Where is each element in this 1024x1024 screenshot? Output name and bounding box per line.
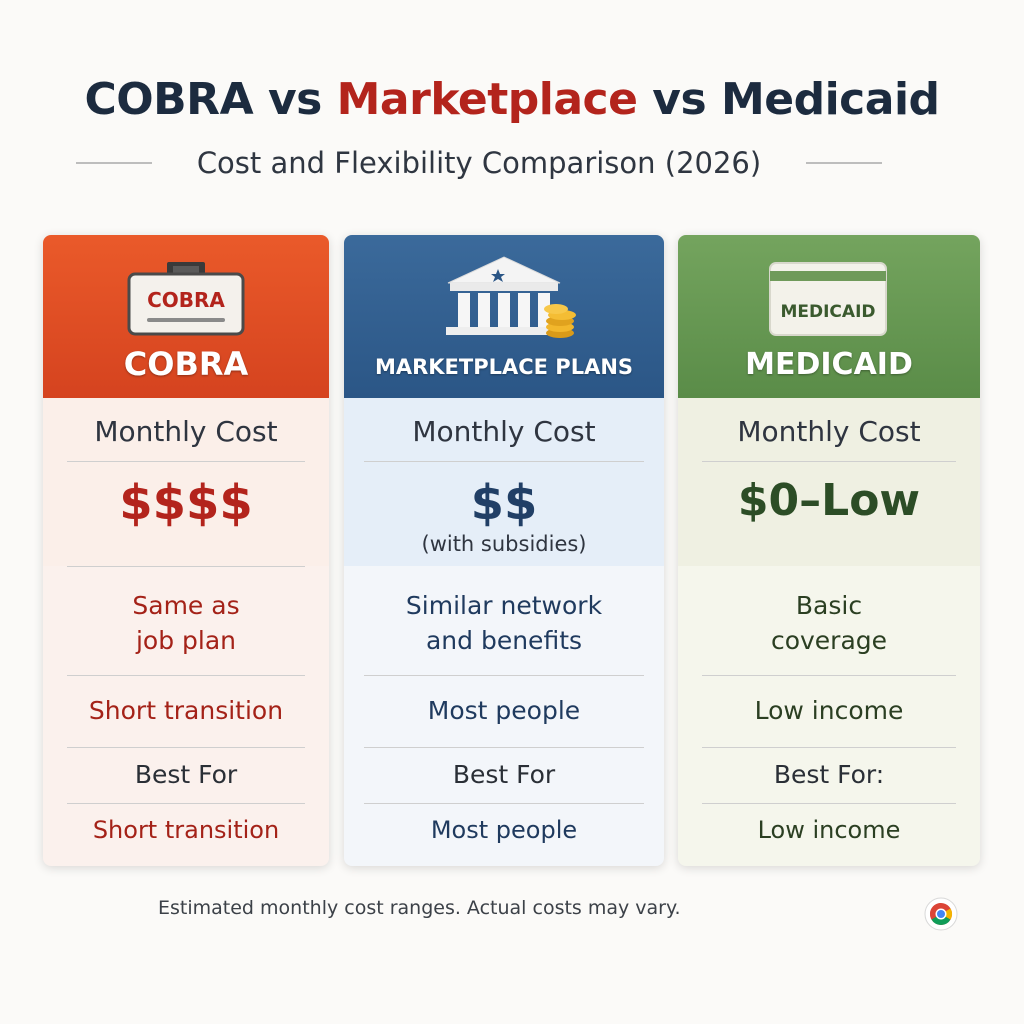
title-marketplace: Marketplace [336, 74, 638, 125]
divider [364, 803, 644, 804]
chrome-logo-icon[interactable] [924, 897, 958, 931]
marketplace-description: Similar network and benefits [344, 588, 664, 658]
marketplace-cost-value: $$ [470, 475, 538, 531]
divider [702, 461, 956, 462]
medicaid-cost-band [678, 398, 980, 566]
subtitle-row: Cost and Flexibility Comparison (2026) [76, 146, 882, 180]
divider [364, 461, 644, 462]
marketplace-audience-2: Most people [430, 816, 578, 844]
medicaid-description-line-1: Basic [795, 591, 863, 620]
cobra-description-line-1: Same as [132, 591, 240, 620]
cobra-badge-icon: COBRA [127, 262, 245, 336]
divider [67, 747, 305, 748]
medicaid-best-for: Best For: [773, 760, 885, 789]
cobra-cost-label: Monthly Cost [94, 415, 278, 448]
medicaid-audience-1: Low income [754, 696, 904, 725]
divider [364, 675, 644, 676]
marketplace-cost-label: Monthly Cost [412, 415, 596, 448]
cobra-audience-1: Short transition [88, 696, 284, 725]
medicaid-description-line-2: coverage [770, 626, 888, 655]
divider [67, 461, 305, 462]
divider [702, 747, 956, 748]
marketplace-description-line-2: and benefits [425, 626, 583, 655]
divider [67, 675, 305, 676]
marketplace-card-header: MARKETPLACE PLANS [344, 235, 664, 398]
divider [67, 566, 305, 567]
page-subtitle: Cost and Flexibility Comparison (2026) [196, 146, 762, 180]
divider [702, 675, 956, 676]
divider [364, 747, 644, 748]
cobra-badge-text: COBRA [147, 288, 225, 312]
marketplace-description-line-1: Similar network [405, 591, 603, 620]
marketplace-cost-band [344, 398, 664, 566]
medicaid-cost-label: Monthly Cost [737, 415, 921, 448]
marketplace-audience-1: Most people [427, 696, 581, 725]
divider [67, 803, 305, 804]
subtitle-rule-left [76, 162, 152, 164]
cobra-cost-value: $$$$ [119, 475, 253, 531]
cobra-description: Same as job plan [43, 588, 329, 658]
page-title: COBRA vs Marketplace vs Medicaid [0, 74, 1024, 125]
medicaid-cost-value: $0–Low [737, 475, 921, 526]
cobra-audience-2: Short transition [92, 816, 280, 844]
cobra-heading: COBRA [123, 345, 249, 383]
title-cobra: COBRA vs [84, 74, 337, 125]
medicaid-card-text: MEDICAID [780, 302, 875, 322]
cobra-card: COBRA COBRA Monthly Cost $$$$ Same as jo… [43, 235, 329, 866]
medicaid-description: Basic coverage [678, 588, 980, 658]
marketplace-best-for: Best For [452, 760, 556, 789]
medicaid-card-icon: MEDICAID [769, 262, 887, 336]
medicaid-heading: MEDICAID [745, 347, 913, 382]
cobra-best-for: Best For [134, 760, 238, 789]
marketplace-cost-note: (with subsidies) [421, 532, 587, 556]
cobra-description-line-2: job plan [135, 626, 237, 655]
title-medicaid: vs Medicaid [637, 74, 940, 125]
marketplace-heading: MARKETPLACE PLANS [374, 355, 634, 379]
divider [702, 803, 956, 804]
footnote: Estimated monthly cost ranges. Actual co… [158, 897, 681, 919]
medicaid-audience-2: Low income [757, 816, 901, 844]
government-building-icon [446, 256, 576, 338]
cobra-cost-band [43, 398, 329, 566]
medicaid-card-header: MEDICAID MEDICAID [678, 235, 980, 398]
medicaid-card: MEDICAID MEDICAID Monthly Cost $0–Low Ba… [678, 235, 980, 866]
subtitle-rule-right [806, 162, 882, 164]
cobra-card-header: COBRA COBRA [43, 235, 329, 398]
marketplace-card: MARKETPLACE PLANS Monthly Cost $$ (with … [344, 235, 664, 866]
